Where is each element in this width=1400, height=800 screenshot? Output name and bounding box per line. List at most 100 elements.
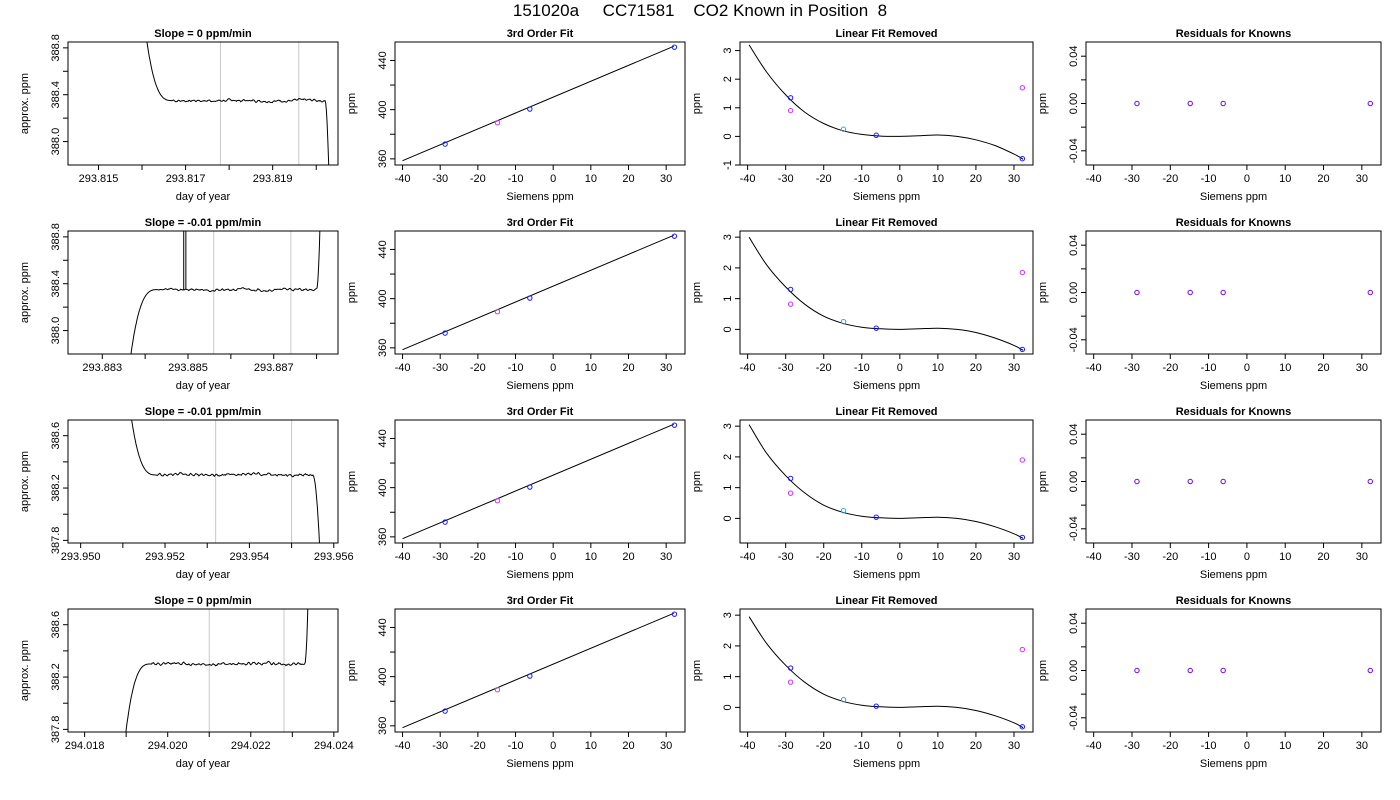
panel-linear_removed-row-3: Linear Fit Removed -40 -30 -20 -10 0 10 20 30 0 1 2… <box>691 406 1034 581</box>
x-tick-label: 0 <box>1244 173 1250 185</box>
x-axis-label: Siemens ppm <box>506 380 573 392</box>
data-point <box>1019 646 1026 653</box>
x-axis-label: Siemens ppm <box>1200 569 1267 581</box>
x-tick-label: 10 <box>1279 362 1291 374</box>
data-trace <box>131 420 320 543</box>
data-point <box>671 44 678 50</box>
x-tick-label: -20 <box>1162 362 1178 374</box>
data-point <box>1220 478 1226 485</box>
x-tick-label: -40 <box>740 362 756 374</box>
data-point <box>527 484 533 490</box>
y-tick-label: 0 <box>722 133 734 139</box>
panel-timeseries-row-2: Slope = -0.01 ppm/min 293.883 293.885 293.8… <box>19 217 339 392</box>
x-tick-label: 20 <box>970 173 982 185</box>
x-tick-label: 0 <box>550 740 556 752</box>
fit-curve <box>402 45 674 162</box>
y-axis-label: approx. ppm <box>19 262 31 323</box>
y-tick-label: 440 <box>377 51 389 69</box>
x-tick-label: 30 <box>660 740 672 752</box>
data-point <box>840 126 847 132</box>
data-point <box>527 295 533 301</box>
y-tick-label: 3 <box>722 423 734 429</box>
y-tick-label: 387.8 <box>50 716 62 744</box>
y-tick-label: 400 <box>377 100 389 118</box>
panel-title: Linear Fit Removed <box>835 406 937 418</box>
x-tick-label: 20 <box>1317 362 1329 374</box>
x-axis-label: Siemens ppm <box>1200 191 1267 203</box>
plot-area <box>130 231 321 354</box>
data-point <box>873 514 879 520</box>
data-point <box>1187 100 1193 107</box>
y-tick-label: -0.04 <box>1068 516 1080 541</box>
x-tick-label: 0 <box>550 551 556 563</box>
x-axis-label: Siemens ppm <box>853 569 920 581</box>
plot-frame <box>1085 419 1382 544</box>
data-point <box>1134 289 1140 296</box>
x-tick-label: -10 <box>1201 173 1217 185</box>
y-tick-label: 0.04 <box>1068 234 1080 255</box>
x-tick-label: 10 <box>932 173 944 185</box>
plot-frame <box>739 608 1034 733</box>
panel-title: Residuals for Knowns <box>1176 217 1292 229</box>
y-tick-label: 400 <box>377 289 389 307</box>
y-axis-label: approx. ppm <box>19 73 31 134</box>
residual-curve <box>748 616 1024 729</box>
y-axis-label: ppm <box>346 471 358 492</box>
x-tick-label: -10 <box>508 362 524 374</box>
x-tick-label: 294.024 <box>314 740 354 752</box>
panel-linear_removed-row-1: Linear Fit Removed-40 -30 -20 -10 0 10 20 30-10… <box>691 28 1034 203</box>
x-axis-label: Siemens ppm <box>853 380 920 392</box>
panel-title: Residuals for Knowns <box>1176 595 1292 607</box>
panel-residuals-row-4: Residuals for Knowns -40 -30 -20 -10 0 10 20 30 -… <box>1037 595 1382 770</box>
y-tick-label: 2 <box>722 643 734 649</box>
plot-frame <box>1085 230 1382 355</box>
x-axis-label: day of year <box>176 191 231 203</box>
panel-fit-row-3: 3rd Order Fit -40 -30 -20 -10 0 10 20 30 360 400 44… <box>346 406 686 581</box>
x-tick-label: 30 <box>1008 551 1020 563</box>
y-axis-label: ppm <box>1037 282 1049 303</box>
plot-frame <box>394 419 686 544</box>
x-tick-label: 20 <box>622 173 634 185</box>
data-trace <box>146 42 330 165</box>
data-point <box>1019 457 1026 463</box>
plot-frame <box>394 608 686 733</box>
x-tick-label: 293.815 <box>79 173 119 185</box>
plot-frame <box>67 41 339 166</box>
x-axis-label: Siemens ppm <box>853 758 920 770</box>
x-tick-label: 294.022 <box>231 740 271 752</box>
y-tick-label: 2 <box>722 265 734 271</box>
x-axis-label: Siemens ppm <box>1200 380 1267 392</box>
x-tick-label: -10 <box>854 551 870 563</box>
y-tick-label: 400 <box>377 667 389 685</box>
y-tick-label: 1 <box>722 485 734 491</box>
plot-frame <box>394 41 686 166</box>
data-point <box>1019 85 1026 91</box>
x-tick-label: 0 <box>550 362 556 374</box>
y-tick-label: 360 <box>377 528 389 546</box>
panel-title: Slope = -0.01 ppm/min <box>145 406 262 418</box>
data-trace <box>125 609 309 732</box>
y-tick-label: 440 <box>377 429 389 447</box>
x-tick-label: -40 <box>740 740 756 752</box>
y-axis-label: ppm <box>346 282 358 303</box>
y-tick-label: 388.0 <box>50 317 62 345</box>
y-tick-label: 388.8 <box>50 34 62 62</box>
x-tick-label: 293.817 <box>166 173 206 185</box>
y-tick-label: 1 <box>722 296 734 302</box>
plot-area <box>402 612 674 729</box>
x-tick-label: 30 <box>1356 362 1368 374</box>
x-tick-label: 10 <box>585 362 597 374</box>
x-tick-label: 293.887 <box>254 362 294 374</box>
x-tick-label: -30 <box>1124 740 1140 752</box>
x-tick-label: -10 <box>1201 362 1217 374</box>
x-tick-label: -30 <box>1124 362 1140 374</box>
data-point <box>442 708 448 714</box>
panel-timeseries-row-3: Slope = -0.01 ppm/min 293.950 293.952 293.9… <box>19 406 354 581</box>
data-point <box>494 308 501 315</box>
x-tick-label: 20 <box>1317 173 1329 185</box>
x-tick-label: -10 <box>508 740 524 752</box>
y-tick-label: 388.6 <box>50 611 62 639</box>
plot-frame <box>67 608 339 733</box>
panel-title: Residuals for Knowns <box>1176 28 1292 40</box>
x-tick-label: -20 <box>1162 740 1178 752</box>
